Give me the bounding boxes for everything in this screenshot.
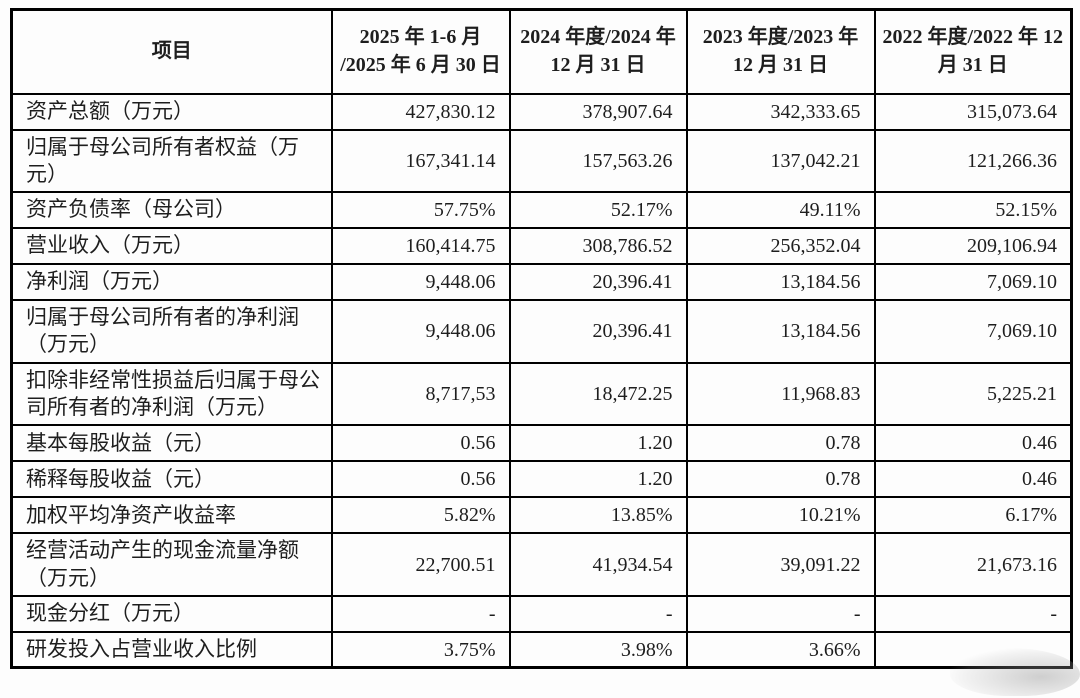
cell-value: 342,333.65 bbox=[685, 92, 876, 131]
cell-value bbox=[873, 630, 1073, 669]
cell-value: 308,786.52 bbox=[508, 227, 688, 266]
table-row: 资产总额（万元） 427,830.12 378,907.64 342,333.65 31… bbox=[10, 92, 1073, 131]
row-label: 营业收入（万元） bbox=[10, 227, 333, 266]
cell-value: 13.85% bbox=[508, 496, 688, 535]
row-label: 净利润（万元） bbox=[10, 263, 333, 302]
cell-value: 13,184.56 bbox=[685, 299, 876, 364]
cell-value: 13,184.56 bbox=[685, 263, 876, 302]
cell-value: 5.82% bbox=[330, 496, 511, 535]
cell-value: 3.75% bbox=[330, 630, 511, 669]
cell-value: 209,106.94 bbox=[873, 227, 1073, 266]
column-header-2024: 2024 年度/2024 年 12 月 31 日 bbox=[508, 8, 688, 95]
cell-value: 41,934.54 bbox=[508, 532, 688, 597]
table-row: 归属于母公司所有者的净利润（万元） 9,448.06 20,396.41 13,184… bbox=[10, 299, 1073, 364]
cell-value: 5,225.21 bbox=[873, 361, 1073, 427]
row-label: 扣除非经常性损益后归属于母公司所有者的净利润（万元） bbox=[10, 361, 333, 427]
cell-value: 157,563.26 bbox=[508, 128, 688, 194]
row-label: 现金分红（万元） bbox=[10, 594, 333, 633]
table-row: 现金分红（万元） - - - - bbox=[10, 594, 1073, 633]
table-body: 资产总额（万元） 427,830.12 378,907.64 342,333.65 31… bbox=[10, 92, 1073, 669]
cell-value: 160,414.75 bbox=[330, 227, 511, 266]
cell-value: 11,968.83 bbox=[685, 361, 876, 427]
table-row: 基本每股收益（元） 0.56 1.20 0.78 0.46 bbox=[10, 424, 1073, 463]
row-label: 归属于母公司所有者的净利润（万元） bbox=[10, 299, 333, 364]
cell-value: 0.78 bbox=[685, 460, 876, 499]
cell-value: - bbox=[873, 594, 1073, 633]
table-row: 加权平均净资产收益率 5.82% 13.85% 10.21% 6.17% bbox=[10, 496, 1073, 535]
column-header-2025: 2025 年 1-6 月 /2025 年 6 月 30 日 bbox=[330, 8, 511, 95]
cell-value: 6.17% bbox=[873, 496, 1073, 535]
cell-value: 52.15% bbox=[873, 191, 1073, 230]
cell-value: 1.20 bbox=[508, 424, 688, 463]
row-label: 基本每股收益（元） bbox=[10, 424, 333, 463]
cell-value: - bbox=[508, 594, 688, 633]
cell-value: 0.46 bbox=[873, 460, 1073, 499]
cell-value: 20,396.41 bbox=[508, 263, 688, 302]
cell-value: 7,069.10 bbox=[873, 299, 1073, 364]
cell-value: 20,396.41 bbox=[508, 299, 688, 364]
column-header-2023: 2023 年度/2023 年 12 月 31 日 bbox=[685, 8, 876, 95]
cell-value: 39,091.22 bbox=[685, 532, 876, 597]
row-label: 经营活动产生的现金流量净额（万元） bbox=[10, 532, 333, 597]
cell-value: 18,472.25 bbox=[508, 361, 688, 427]
table-row: 营业收入（万元） 160,414.75 308,786.52 256,352.04 20… bbox=[10, 227, 1073, 266]
cell-value: 121,266.36 bbox=[873, 128, 1073, 194]
cell-value: 22,700.51 bbox=[330, 532, 511, 597]
table-row: 归属于母公司所有者权益（万元） 167,341.14 157,563.26 137,0… bbox=[10, 128, 1073, 194]
cell-value: 52.17% bbox=[508, 191, 688, 230]
table-row: 净利润（万元） 9,448.06 20,396.41 13,184.56 7,069.1… bbox=[10, 263, 1073, 302]
cell-value: 256,352.04 bbox=[685, 227, 876, 266]
cell-value: 3.98% bbox=[508, 630, 688, 669]
cell-value: 21,673.16 bbox=[873, 532, 1073, 597]
column-header-2022: 2022 年度/2022 年 12 月 31 日 bbox=[873, 8, 1073, 95]
cell-value: 0.78 bbox=[685, 424, 876, 463]
cell-value: 9,448.06 bbox=[330, 299, 511, 364]
financial-summary-table: 项目 2025 年 1-6 月 /2025 年 6 月 30 日 2024 年度… bbox=[10, 8, 1073, 670]
table-row: 经营活动产生的现金流量净额（万元） 22,700.51 41,934.54 39,09… bbox=[10, 532, 1073, 597]
table-row: 研发投入占营业收入比例 3.75% 3.98% 3.66% bbox=[10, 630, 1073, 669]
row-label: 资产总额（万元） bbox=[10, 92, 333, 131]
cell-value: 7,069.10 bbox=[873, 263, 1073, 302]
row-label: 研发投入占营业收入比例 bbox=[10, 630, 333, 669]
cell-value: 8,717,53 bbox=[330, 361, 511, 427]
cell-value: 57.75% bbox=[330, 191, 511, 230]
row-label: 稀释每股收益（元） bbox=[10, 460, 333, 499]
cell-value: 0.56 bbox=[330, 424, 511, 463]
cell-value: 137,042.21 bbox=[685, 128, 876, 194]
row-label: 归属于母公司所有者权益（万元） bbox=[10, 128, 333, 194]
cell-value: 378,907.64 bbox=[508, 92, 688, 131]
cell-value: 10.21% bbox=[685, 496, 876, 535]
cell-value: 167,341.14 bbox=[330, 128, 511, 194]
cell-value: 49.11% bbox=[685, 191, 876, 230]
cell-value: 0.56 bbox=[330, 460, 511, 499]
cell-value: - bbox=[685, 594, 876, 633]
cell-value: 9,448.06 bbox=[330, 263, 511, 302]
column-header-item: 项目 bbox=[10, 8, 333, 95]
cell-value: 0.46 bbox=[873, 424, 1073, 463]
table-row: 资产负债率（母公司） 57.75% 52.17% 49.11% 52.15% bbox=[10, 191, 1073, 230]
cell-value: 315,073.64 bbox=[873, 92, 1073, 131]
cell-value: - bbox=[330, 594, 511, 633]
row-label: 加权平均净资产收益率 bbox=[10, 496, 333, 535]
table-row: 稀释每股收益（元） 0.56 1.20 0.78 0.46 bbox=[10, 460, 1073, 499]
table-row: 扣除非经常性损益后归属于母公司所有者的净利润（万元） 8,717,53 18,472… bbox=[10, 361, 1073, 427]
table-header-row: 项目 2025 年 1-6 月 /2025 年 6 月 30 日 2024 年度… bbox=[10, 8, 1073, 95]
row-label: 资产负债率（母公司） bbox=[10, 191, 333, 230]
cell-value: 3.66% bbox=[685, 630, 876, 669]
cell-value: 427,830.12 bbox=[330, 92, 511, 131]
cell-value: 1.20 bbox=[508, 460, 688, 499]
